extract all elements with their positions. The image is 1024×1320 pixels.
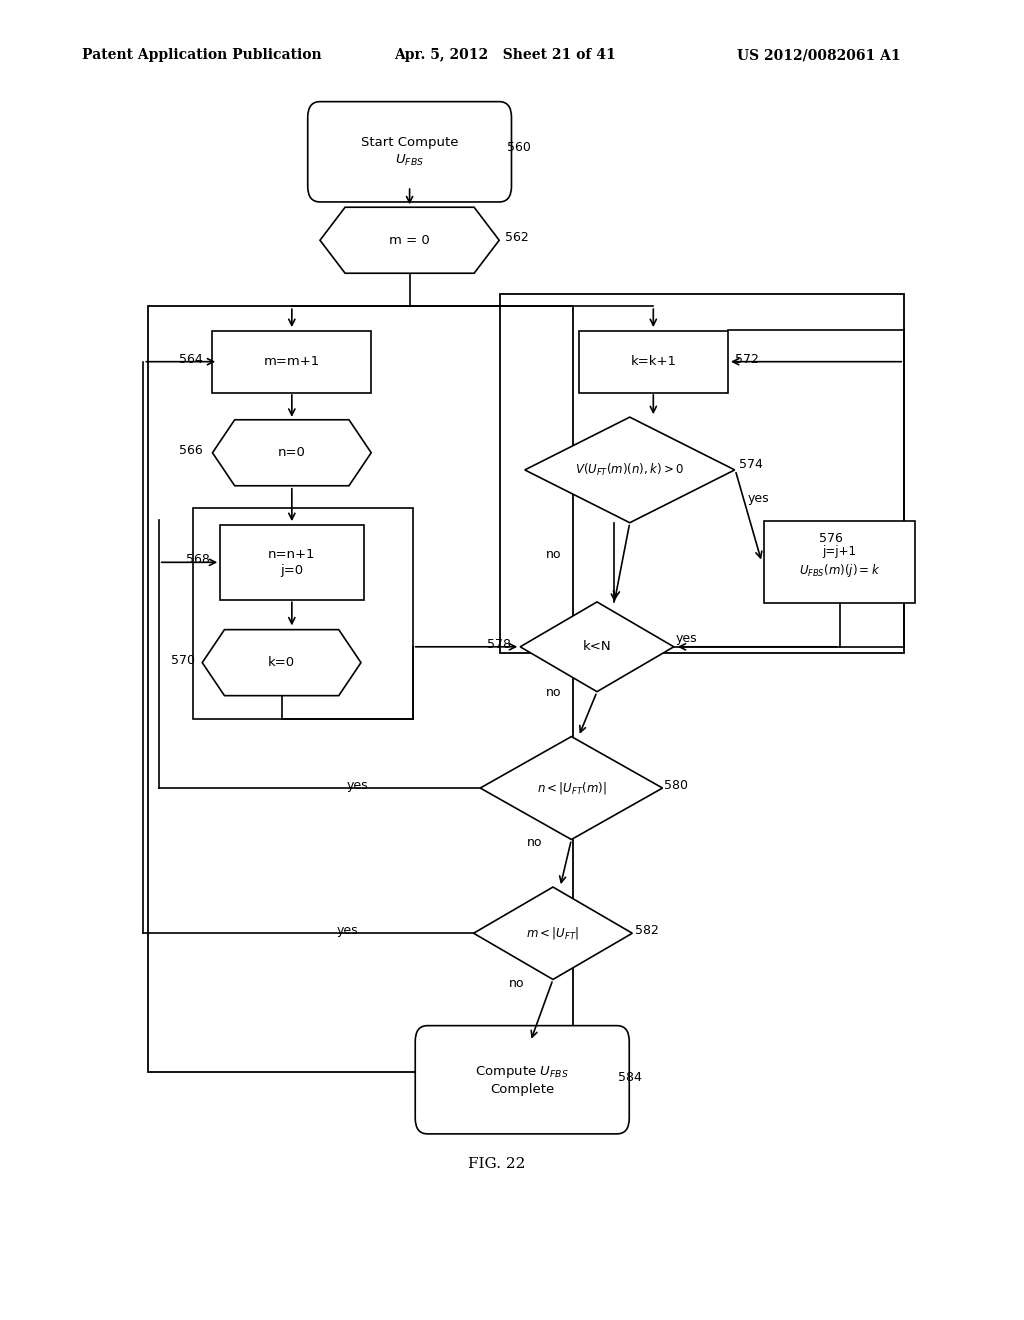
Bar (148, 306, 573, 1072)
Text: 568: 568 (186, 553, 210, 566)
Text: n=0: n=0 (278, 446, 306, 459)
Text: Start Compute
$U_{FBS}$: Start Compute $U_{FBS}$ (360, 136, 459, 168)
Text: 572: 572 (735, 352, 759, 366)
Text: j=j+1
$U_{FBS}(m)(j)=k$: j=j+1 $U_{FBS}(m)(j)=k$ (799, 545, 881, 579)
Bar (212, 330, 371, 393)
Bar (500, 294, 904, 653)
Text: m=m+1: m=m+1 (264, 355, 319, 368)
Polygon shape (524, 417, 735, 523)
Text: k<N: k<N (583, 640, 611, 653)
Text: $m<|U_{FT}|$: $m<|U_{FT}|$ (526, 925, 580, 941)
Polygon shape (212, 420, 371, 486)
FancyBboxPatch shape (307, 102, 511, 202)
Text: no: no (509, 977, 524, 990)
Text: Apr. 5, 2012   Sheet 21 of 41: Apr. 5, 2012 Sheet 21 of 41 (394, 49, 616, 62)
Polygon shape (203, 630, 361, 696)
Text: 578: 578 (487, 638, 511, 651)
Text: 560: 560 (507, 141, 530, 154)
Polygon shape (473, 887, 633, 979)
Text: Patent Application Publication: Patent Application Publication (82, 49, 322, 62)
Polygon shape (480, 737, 663, 840)
Text: 570: 570 (171, 653, 195, 667)
Text: 562: 562 (505, 231, 528, 244)
Text: 564: 564 (179, 352, 203, 366)
Text: 584: 584 (618, 1071, 642, 1084)
Text: yes: yes (748, 492, 769, 506)
Bar (580, 330, 727, 393)
Bar (764, 521, 915, 603)
Text: no: no (527, 836, 543, 849)
Polygon shape (520, 602, 674, 692)
Text: 580: 580 (664, 779, 687, 792)
Bar (193, 508, 413, 719)
Text: yes: yes (676, 632, 697, 645)
Text: no: no (546, 686, 561, 700)
Polygon shape (319, 207, 500, 273)
Text: 576: 576 (819, 532, 843, 545)
Bar (220, 525, 364, 599)
Text: Compute $U_{FBS}$
Complete: Compute $U_{FBS}$ Complete (475, 1064, 569, 1096)
Text: FIG. 22: FIG. 22 (468, 1158, 525, 1171)
Text: n=n+1
j=0: n=n+1 j=0 (268, 548, 315, 577)
Text: yes: yes (337, 924, 358, 937)
Text: m = 0: m = 0 (389, 234, 430, 247)
Text: 566: 566 (179, 444, 203, 457)
Text: US 2012/0082061 A1: US 2012/0082061 A1 (737, 49, 901, 62)
FancyBboxPatch shape (416, 1026, 629, 1134)
Text: yes: yes (347, 779, 369, 792)
Text: 582: 582 (635, 924, 658, 937)
Text: 574: 574 (739, 458, 763, 471)
Text: $V(U_{FT}(m)(n),k)>0$: $V(U_{FT}(m)(n),k)>0$ (575, 462, 684, 478)
Text: no: no (546, 548, 561, 561)
Text: k=0: k=0 (268, 656, 295, 669)
Text: k=k+1: k=k+1 (631, 355, 676, 368)
Text: $n<|U_{FT}(m)|$: $n<|U_{FT}(m)|$ (537, 780, 606, 796)
